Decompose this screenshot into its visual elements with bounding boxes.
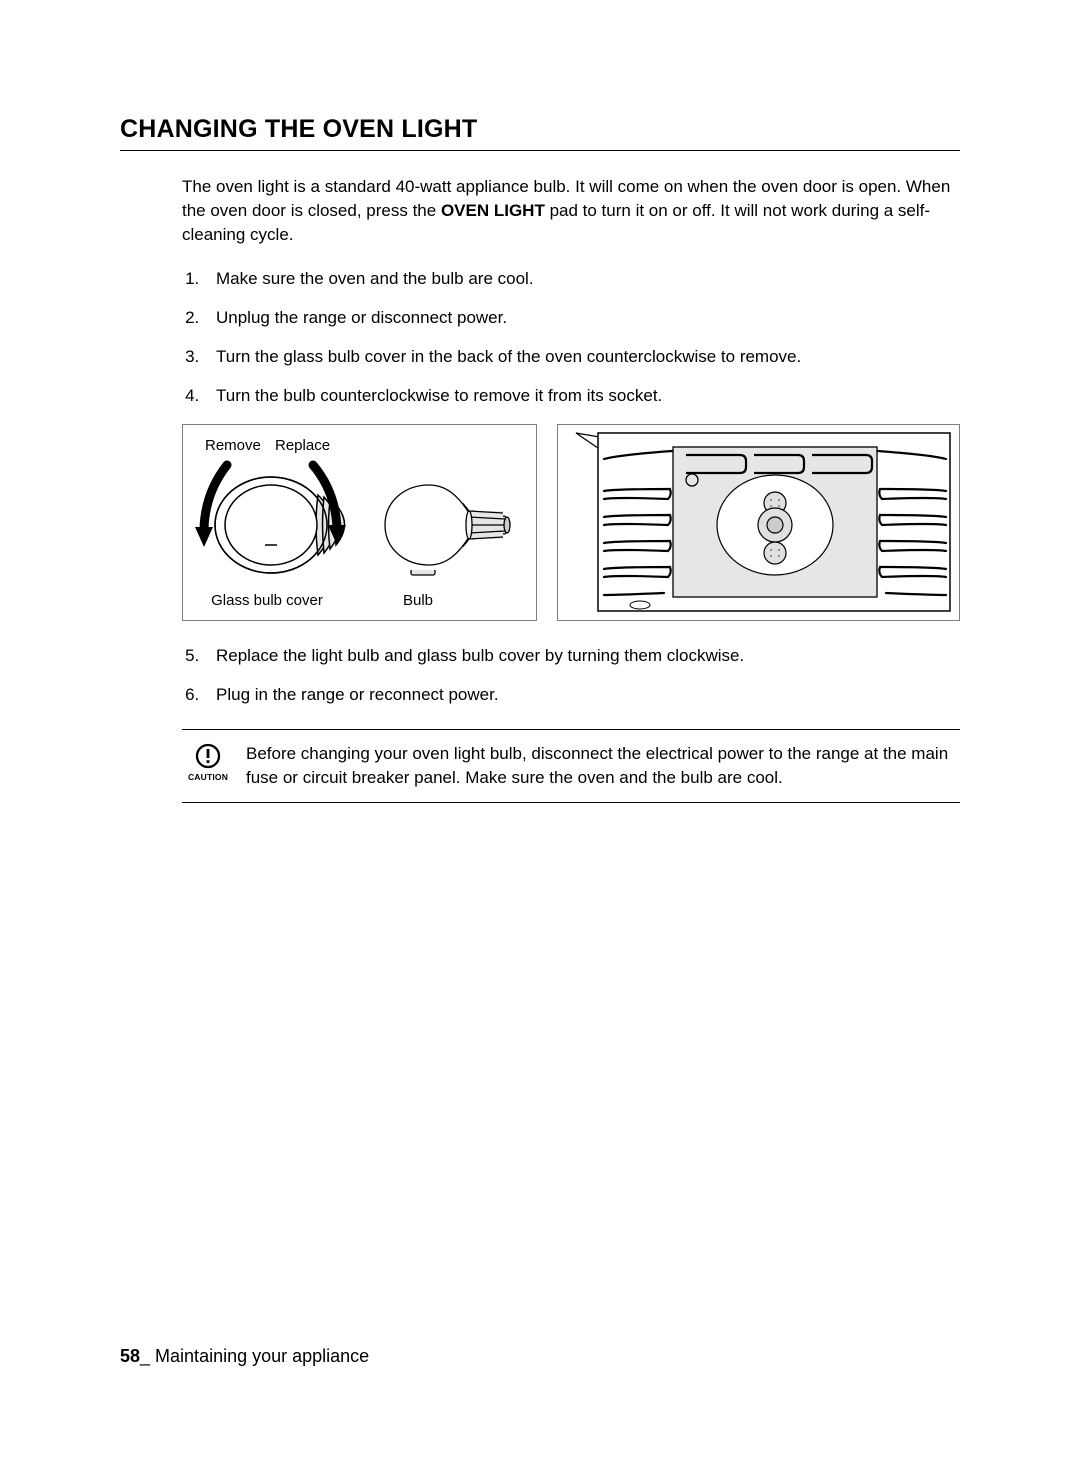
caution-icon-column: CAUTION bbox=[182, 742, 234, 782]
page-number: 58 bbox=[120, 1346, 140, 1366]
step-item: Turn the bulb counterclockwise to remove… bbox=[204, 385, 960, 408]
intro-paragraph: The oven light is a standard 40-watt app… bbox=[182, 175, 960, 246]
step-item: Turn the glass bulb cover in the back of… bbox=[204, 346, 960, 369]
section-heading: CHANGING THE OVEN LIGHT bbox=[120, 115, 960, 151]
figure-panel-bulb: Remove Replace Glass bulb cover Bulb bbox=[182, 424, 537, 621]
content-area: CHANGING THE OVEN LIGHT The oven light i… bbox=[120, 115, 960, 803]
arrowhead-remove-icon bbox=[195, 527, 213, 547]
caution-box: CAUTION Before changing your oven light … bbox=[182, 729, 960, 803]
step-item: Make sure the oven and the bulb are cool… bbox=[204, 268, 960, 291]
steps-list-a: Make sure the oven and the bulb are cool… bbox=[182, 268, 960, 408]
oven-interior-illustration bbox=[558, 425, 961, 620]
body-indent: The oven light is a standard 40-watt app… bbox=[182, 175, 960, 803]
figure-panel-oven bbox=[557, 424, 960, 621]
step-item: Plug in the range or reconnect power. bbox=[204, 684, 960, 707]
steps-list-b: Replace the light bulb and glass bulb co… bbox=[182, 645, 960, 707]
bulb-cover-illustration bbox=[183, 425, 537, 620]
document-page: CHANGING THE OVEN LIGHT The oven light i… bbox=[0, 0, 1080, 1483]
caution-text: Before changing your oven light bulb, di… bbox=[246, 742, 960, 790]
figure-row: Remove Replace Glass bulb cover Bulb bbox=[182, 424, 960, 621]
step-item: Unplug the range or disconnect power. bbox=[204, 307, 960, 330]
caution-label: CAUTION bbox=[182, 772, 234, 782]
chapter-title: Maintaining your appliance bbox=[155, 1346, 369, 1366]
caution-icon bbox=[194, 742, 222, 770]
intro-bold-term: OVEN LIGHT bbox=[441, 201, 545, 220]
footer-separator: _ bbox=[140, 1346, 155, 1366]
page-footer: 58_ Maintaining your appliance bbox=[120, 1346, 369, 1367]
step-item: Replace the light bulb and glass bulb co… bbox=[204, 645, 960, 668]
